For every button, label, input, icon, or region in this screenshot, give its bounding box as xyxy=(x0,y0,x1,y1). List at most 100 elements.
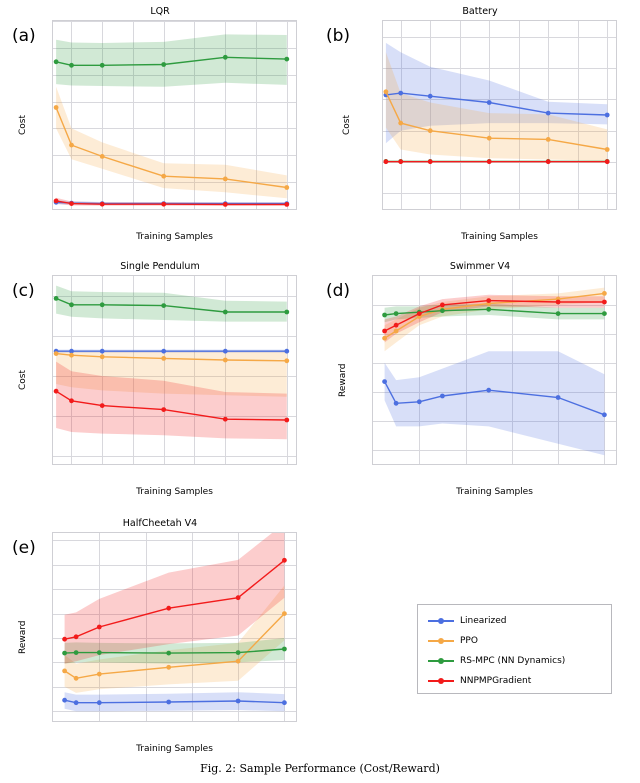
panel-halfcheetah: (e) HalfCheetah V4 -300-200-100010020030… xyxy=(0,512,320,762)
legend-label: PPO xyxy=(460,636,478,646)
data-point-marker xyxy=(161,348,167,354)
data-point-marker xyxy=(161,407,167,412)
gridline-horizontal xyxy=(53,589,296,591)
gridline-vertical xyxy=(71,276,73,464)
data-point-marker xyxy=(284,417,290,423)
legend-line-icon xyxy=(428,678,454,684)
legend-line-icon xyxy=(428,638,454,644)
data-point-marker xyxy=(222,176,228,182)
gridline-horizontal xyxy=(383,193,616,195)
data-point-marker xyxy=(99,348,105,354)
ylabel-battery: Cost xyxy=(342,114,352,135)
data-point-marker xyxy=(69,348,74,354)
confidence-band xyxy=(384,294,605,343)
data-point-marker xyxy=(398,159,404,165)
data-point-marker xyxy=(73,700,79,706)
gridline-vertical xyxy=(400,21,402,209)
gridline-horizontal xyxy=(383,68,616,69)
confidence-band xyxy=(56,86,287,199)
ylabel-swimmer: Reward xyxy=(338,363,348,397)
legend-marker-icon xyxy=(438,678,444,684)
confidence-band xyxy=(384,351,605,456)
gridline-horizontal xyxy=(53,456,296,457)
xlabel-single-pendulum: Training Samples xyxy=(136,487,213,497)
gridline-horizontal xyxy=(53,47,296,49)
data-point-marker xyxy=(382,335,387,341)
data-point-marker xyxy=(555,311,561,316)
gridline-vertical xyxy=(163,276,165,464)
panel-label-c: (c) xyxy=(12,281,35,301)
legend-label: Linearized xyxy=(460,616,507,626)
gridline-horizontal xyxy=(383,99,616,101)
gridline-vertical xyxy=(132,21,134,209)
data-point-marker xyxy=(166,664,172,670)
gridline-horizontal xyxy=(53,74,296,76)
gridline-vertical xyxy=(284,533,286,721)
series-line xyxy=(385,91,608,151)
data-point-marker xyxy=(545,159,551,165)
plot-area-single-pendulum: 9501000105011001150250500750100012501500… xyxy=(52,275,297,465)
panel-label-e: (e) xyxy=(12,538,36,558)
data-point-marker xyxy=(383,159,389,165)
gridline-vertical xyxy=(286,276,288,464)
ylabel-halfcheetah: Reward xyxy=(18,620,28,654)
gridline-horizontal xyxy=(53,296,296,297)
gridline-horizontal xyxy=(53,376,296,377)
confidence-band xyxy=(384,287,605,352)
gridline-horizontal xyxy=(53,182,296,184)
data-point-marker xyxy=(427,93,433,99)
series-line xyxy=(55,200,287,206)
plot-area-battery: -500000500001000001500002000002505007501… xyxy=(382,20,617,210)
series-line xyxy=(55,297,287,313)
data-point-marker xyxy=(416,399,422,405)
data-point-marker xyxy=(382,379,387,384)
data-point-marker xyxy=(604,159,610,165)
data-point-marker xyxy=(96,700,102,706)
gridline-vertical xyxy=(238,533,240,721)
data-point-marker xyxy=(282,611,287,616)
panel-lqr: (a) LQR 01002003004005006007002505007501… xyxy=(0,0,320,250)
data-point-marker xyxy=(69,398,74,404)
ylabel-single-pendulum: Cost xyxy=(18,369,28,390)
data-point-marker xyxy=(486,306,492,312)
data-point-marker xyxy=(166,699,172,705)
gridline-horizontal xyxy=(53,564,296,566)
data-point-marker xyxy=(284,348,290,354)
data-point-marker xyxy=(62,650,67,656)
figure-caption: Fig. 2: Sample Performance (Cost/Reward) xyxy=(200,762,440,775)
data-point-marker xyxy=(427,128,433,134)
gridline-horizontal xyxy=(53,662,296,664)
gridline-vertical xyxy=(558,276,560,464)
gridline-horizontal xyxy=(53,540,296,542)
data-point-marker xyxy=(486,100,492,105)
legend-item: Linearized xyxy=(428,616,506,626)
data-point-marker xyxy=(235,650,241,655)
data-point-marker xyxy=(73,650,79,655)
gridline-vertical xyxy=(225,21,227,209)
data-point-marker xyxy=(73,675,79,681)
data-point-marker xyxy=(69,142,74,148)
data-point-marker xyxy=(393,328,399,334)
gridline-horizontal xyxy=(53,711,296,713)
gridline-vertical xyxy=(102,276,104,464)
legend-line-icon xyxy=(428,618,454,624)
data-point-marker xyxy=(555,299,561,305)
gridline-vertical xyxy=(518,21,520,209)
series-canvas xyxy=(382,287,607,456)
data-point-marker xyxy=(53,388,59,394)
series-line xyxy=(55,107,287,189)
chart-title-single-pendulum: Single Pendulum xyxy=(120,261,200,272)
panel-label-b: (b) xyxy=(326,26,351,46)
confidence-band xyxy=(385,52,608,161)
gridline-horizontal xyxy=(383,130,616,132)
gridline-horizontal xyxy=(373,391,616,393)
gridline-horizontal xyxy=(53,336,296,337)
confidence-band xyxy=(56,285,287,322)
data-point-marker xyxy=(161,356,167,361)
panel-label-a: (a) xyxy=(12,26,36,46)
gridline-vertical xyxy=(194,21,196,209)
series-canvas xyxy=(62,533,287,712)
data-point-marker xyxy=(416,311,422,316)
data-point-marker xyxy=(486,159,492,165)
gridline-horizontal xyxy=(373,362,616,364)
